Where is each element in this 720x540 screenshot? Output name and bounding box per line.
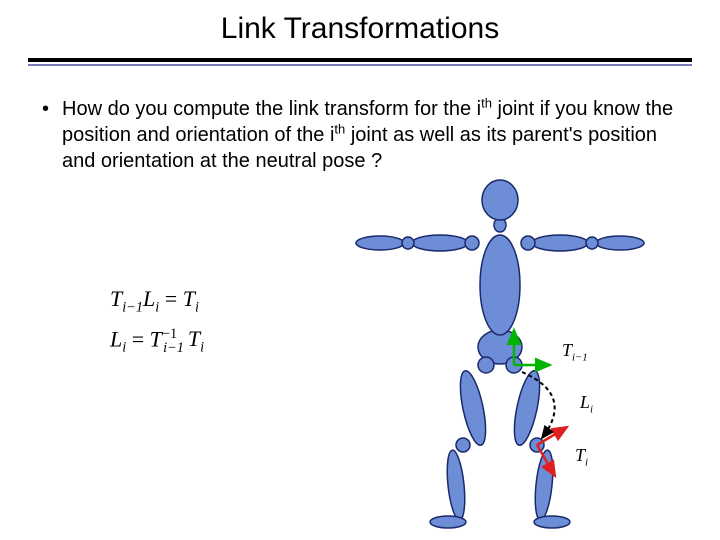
bullet-item: • How do you compute the link transform … bbox=[42, 96, 682, 174]
equation-1: Ti−1Li = Ti bbox=[110, 286, 199, 316]
label-parent-frame: Ti−1 bbox=[562, 340, 588, 364]
slide-title: Link Transformations bbox=[0, 12, 720, 46]
humanoid-figure bbox=[350, 170, 650, 530]
label-child-frame: Ti bbox=[575, 445, 588, 469]
equation-2: Li = T−1i−1Ti bbox=[110, 326, 204, 357]
label-link: Li bbox=[580, 392, 593, 416]
title-rule-thin bbox=[28, 64, 692, 66]
bullet-marker: • bbox=[42, 96, 62, 122]
bullet-text: How do you compute the link transform fo… bbox=[62, 96, 682, 174]
title-rule-thick bbox=[28, 58, 692, 62]
